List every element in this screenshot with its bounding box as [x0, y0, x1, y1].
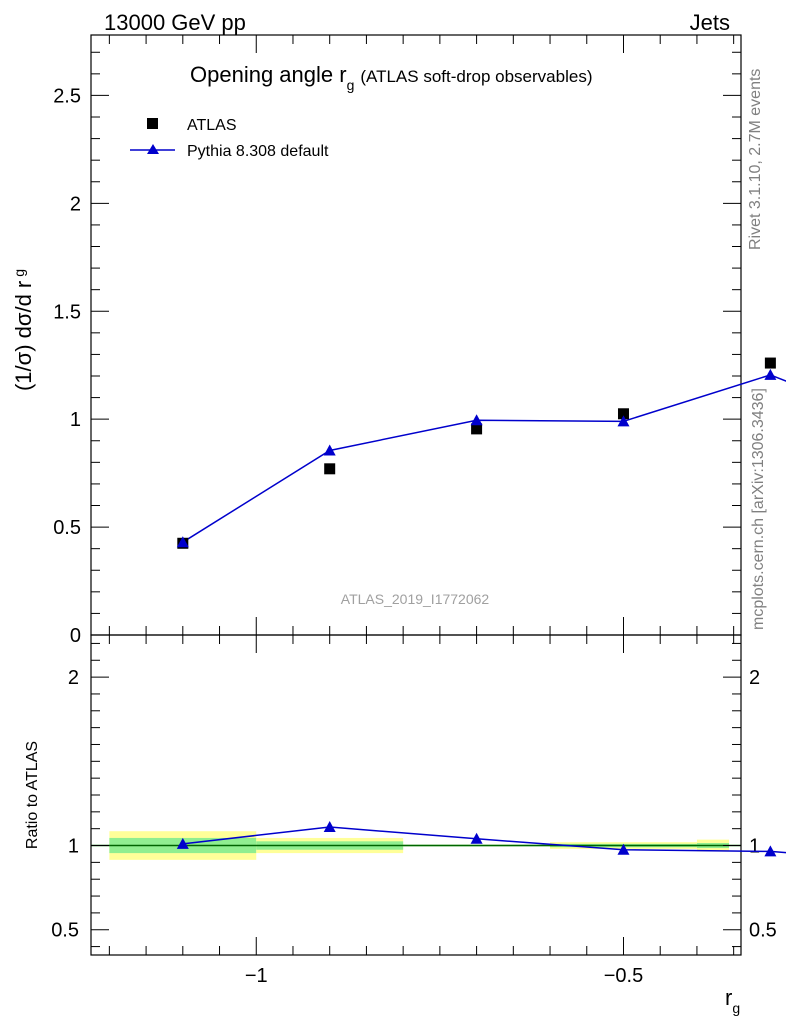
x-axis-label: rg: [725, 985, 740, 1016]
main-y-tick-label: 0: [70, 625, 81, 647]
ratio-y-tick-label-right: 2: [749, 667, 760, 689]
x-tick-label: −1: [245, 965, 268, 987]
ratio-y-tick-label-right: 0.5: [749, 920, 777, 942]
rivet-version-label: Rivet 3.1.10, 2.7M events: [747, 69, 764, 250]
main-x-ticks: [108, 35, 735, 635]
ratio-x-axis: −1 −0.5: [108, 635, 735, 987]
ratio-panel: 0.5 0.5 1 1 2 2 −1 −0.5 Ratio to ATLAS rg: [24, 634, 786, 1016]
ratio-y-tick-label-right: 1: [749, 836, 760, 858]
ratio-pythia-point: [470, 832, 483, 844]
ratio-pythia-line: [182, 826, 786, 854]
legend: ATLAS Pythia 8.308 default: [130, 117, 329, 160]
legend-pythia-label: Pythia 8.308 default: [187, 143, 329, 160]
mcplots-label: mcplots.cern.ch [arXiv:1306.3436]: [750, 388, 767, 630]
ratio-y-tick-label-left: 1: [68, 836, 79, 858]
ratio-y-tick-label-left: 2: [68, 667, 79, 689]
main-y-tick-label: 2: [70, 193, 81, 215]
main-data-marks: [176, 357, 786, 549]
legend-pythia-marker: [147, 144, 159, 154]
main-y-tick-label: 1.5: [53, 301, 81, 323]
main-y-tick-label: 1: [70, 409, 81, 431]
main-y-label: (1/σ) dσ/d rg: [11, 269, 36, 391]
ratio-pythia-point: [764, 845, 777, 857]
header-process: Jets: [690, 10, 730, 35]
legend-atlas-label: ATLAS: [187, 117, 237, 134]
pythia-point: [617, 415, 630, 427]
pythia-point: [323, 444, 336, 456]
atlas-point: [471, 423, 483, 435]
ratio-pythia-point: [176, 837, 189, 849]
ratio-frame: [90, 634, 742, 956]
ratio-y-axis: 0.5 0.5 1 1 2 2: [51, 642, 777, 948]
legend-atlas-marker: [147, 118, 158, 129]
main-y-axis: 0 0.5 1 1.5 2 2.5: [53, 51, 741, 647]
chart-title: Opening angle rg (ATLAS soft-drop observa…: [190, 62, 592, 93]
atlas-point: [764, 357, 776, 369]
ratio-y-label: Ratio to ATLAS: [24, 741, 41, 849]
main-y-tick-label: 2.5: [53, 85, 81, 107]
atlas-point: [324, 463, 336, 475]
analysis-watermark: ATLAS_2019_I1772062: [341, 591, 490, 607]
pythia-point: [176, 536, 189, 548]
main-y-tick-label: 0.5: [53, 517, 81, 539]
ratio-y-tick-label-left: 0.5: [51, 920, 79, 942]
main-panel: 0 0.5 1 1.5 2 2.5 Opening angle rg (ATLAS soft…: [11, 34, 786, 647]
pythia-point: [470, 414, 483, 426]
x-tick-label: −0.5: [604, 965, 643, 987]
header-energy: 13000 GeV pp: [104, 10, 246, 35]
ratio-data-marks: [176, 821, 786, 857]
pythia-point: [764, 368, 777, 380]
ratio-pythia-point: [323, 821, 336, 832]
ratio-pythia-point: [617, 843, 630, 855]
atlas-point: [617, 408, 629, 420]
pythia-line: [182, 374, 786, 543]
